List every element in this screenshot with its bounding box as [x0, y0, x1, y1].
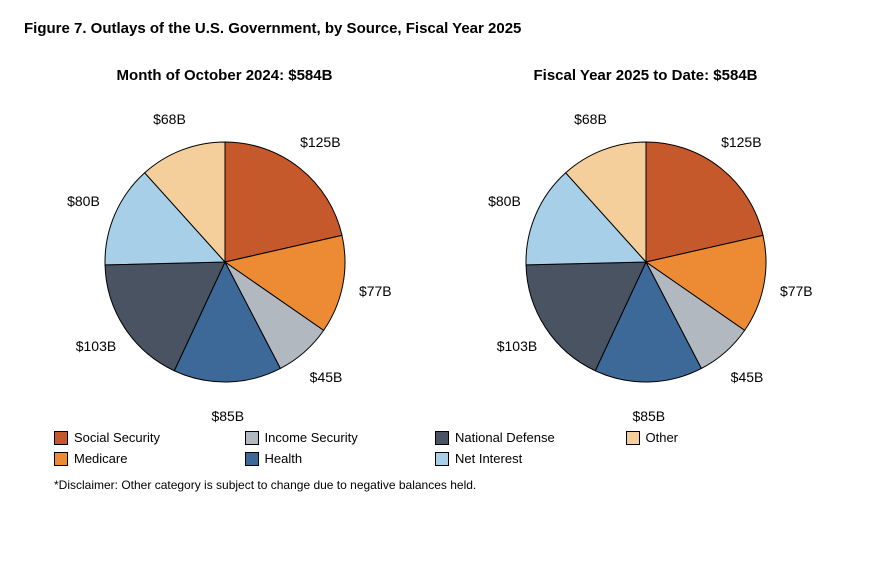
legend-swatch — [54, 452, 68, 466]
legend-label: Income Security — [265, 430, 358, 445]
figure-title: Figure 7. Outlays of the U.S. Government… — [24, 20, 846, 37]
legend: Social Security Income Security National D… — [24, 430, 846, 472]
legend-item: Other — [626, 430, 817, 445]
legend-label: National Defense — [455, 430, 555, 445]
pie-wrap: $125B$77B$45B$85B$103B$80B$68B — [466, 102, 826, 422]
legend-item: National Defense — [435, 430, 626, 445]
chart-title: Fiscal Year 2025 to Date: $584B — [533, 67, 757, 84]
legend-item: Social Security — [54, 430, 245, 445]
legend-label: Social Security — [74, 430, 160, 445]
pie-svg — [45, 102, 405, 422]
legend-label: Net Interest — [455, 451, 522, 466]
legend-swatch — [626, 431, 640, 445]
chart-panel: Month of October 2024: $584B $125B$77B$45… — [24, 67, 425, 422]
legend-item: Net Interest — [435, 451, 626, 466]
legend-label: Health — [265, 451, 303, 466]
pie-wrap: $125B$77B$45B$85B$103B$80B$68B — [45, 102, 405, 422]
legend-item: Income Security — [245, 430, 436, 445]
legend-label: Medicare — [74, 451, 127, 466]
pie-svg — [466, 102, 826, 422]
legend-swatch — [435, 452, 449, 466]
legend-swatch — [245, 452, 259, 466]
legend-swatch — [435, 431, 449, 445]
legend-label: Other — [646, 430, 679, 445]
legend-swatch — [245, 431, 259, 445]
legend-item: Medicare — [54, 451, 245, 466]
charts-row: Month of October 2024: $584B $125B$77B$45… — [24, 67, 846, 422]
legend-swatch — [54, 431, 68, 445]
disclaimer: *Disclaimer: Other category is subject t… — [24, 478, 846, 492]
chart-panel: Fiscal Year 2025 to Date: $584B $125B$77B… — [445, 67, 846, 422]
legend-item: Health — [245, 451, 436, 466]
chart-title: Month of October 2024: $584B — [117, 67, 333, 84]
